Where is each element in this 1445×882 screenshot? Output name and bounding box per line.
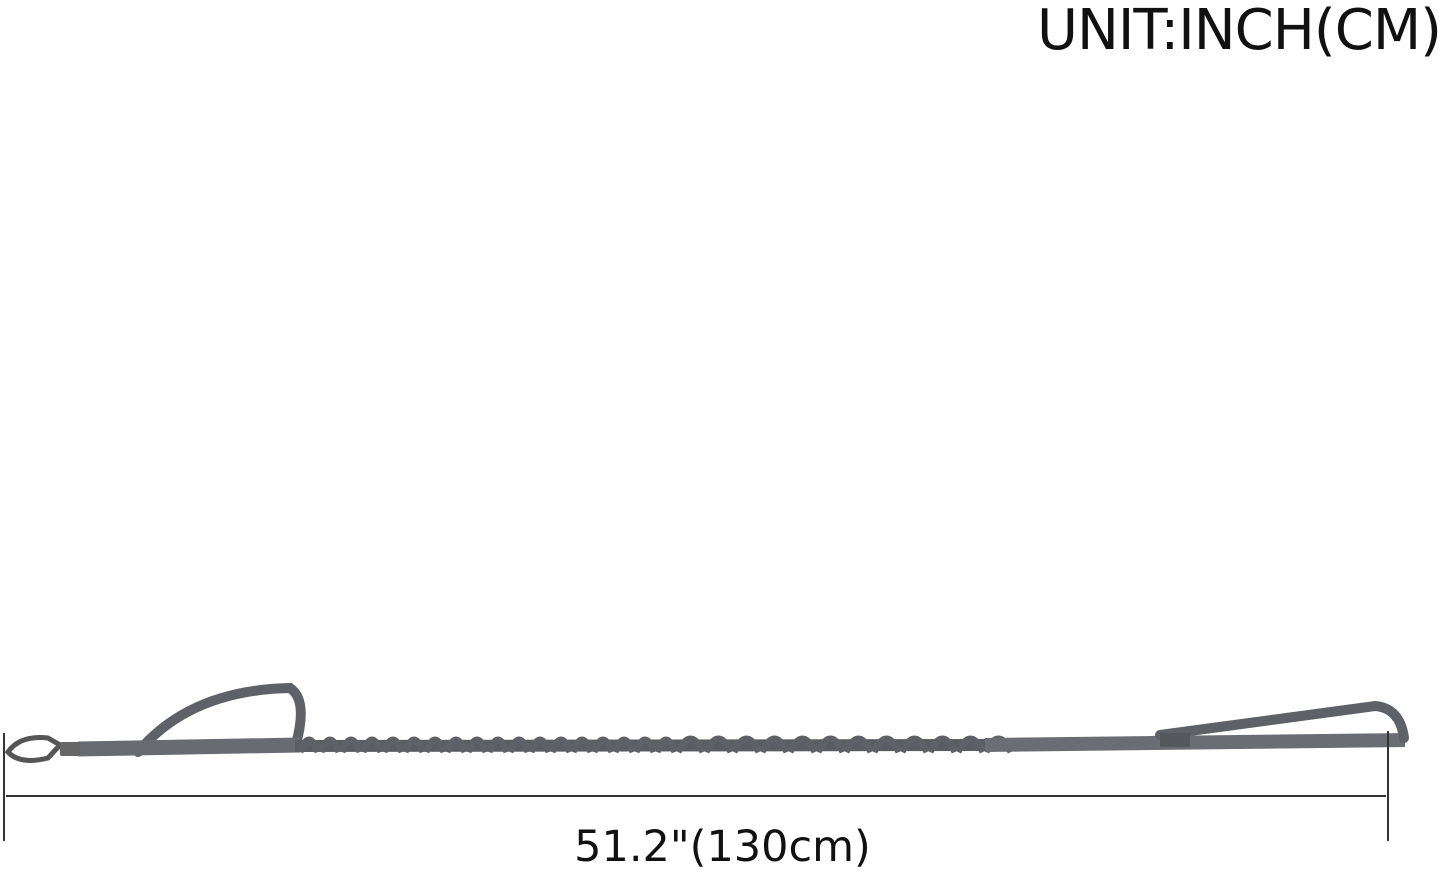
bungee-coil — [632, 736, 658, 754]
bungee-coil — [786, 735, 819, 754]
bungee-coil — [527, 736, 553, 754]
bungee-coil — [926, 735, 959, 754]
bungee-coil — [569, 736, 595, 754]
bungee-coil — [870, 735, 903, 754]
bungee-coil — [898, 735, 931, 754]
bungee-coil — [842, 735, 875, 754]
unit-label: UNIT:INCH(CM) — [1036, 0, 1442, 63]
bungee-coil — [401, 736, 427, 754]
bungee-coil — [464, 736, 490, 754]
bungee-coil — [730, 735, 763, 754]
bungee-coil — [814, 735, 847, 754]
bungee-coil — [380, 736, 406, 754]
bungee-coil — [954, 735, 987, 754]
clasp-icon — [4, 735, 80, 763]
bungee-coil — [674, 735, 707, 754]
handle-loop-near — [133, 682, 306, 757]
bungee-coil — [422, 736, 448, 754]
leash — [4, 682, 1409, 763]
far-strap — [984, 733, 1406, 752]
dimension-marker — [3, 731, 1389, 841]
bungee-section — [294, 735, 1015, 754]
bungee-coil — [317, 736, 343, 754]
bungee-coil — [338, 736, 364, 754]
near-strap — [77, 737, 301, 757]
bungee-coil — [548, 736, 574, 754]
bungee-coil — [506, 736, 532, 754]
bungee-coil — [359, 736, 385, 754]
bungee-coil — [611, 736, 637, 754]
bungee-coil — [758, 735, 791, 754]
bungee-coil — [296, 736, 322, 754]
bungee-coil — [590, 736, 616, 754]
bungee-coil — [485, 736, 511, 754]
handle-loop-far — [1155, 700, 1409, 743]
bungee-coil — [653, 736, 679, 754]
bungee-coil — [443, 736, 469, 754]
stitch-patch — [1160, 733, 1190, 747]
dimension-label: 51.2"(130cm) — [574, 822, 871, 872]
bungee-coil — [702, 735, 735, 754]
